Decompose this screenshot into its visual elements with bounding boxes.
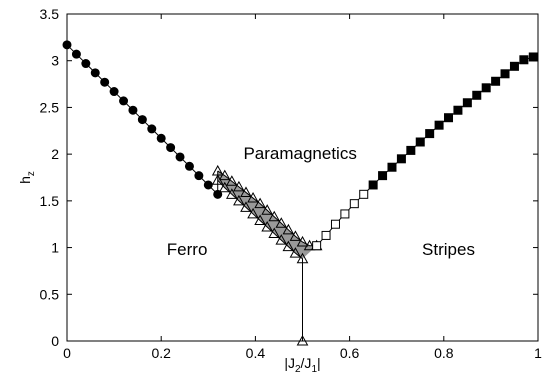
- circle-point: [109, 87, 119, 97]
- y-tick-label: 1.5: [40, 193, 60, 209]
- circle-point: [213, 189, 223, 199]
- phase-boundary-lines: [66, 44, 534, 341]
- filled-square-point: [406, 145, 416, 155]
- triangle-point: [247, 207, 259, 219]
- filled-square-point: [528, 52, 538, 62]
- y-tick-label: 2: [51, 146, 59, 162]
- triangle-point: [233, 180, 245, 192]
- triangle-point: [254, 197, 266, 209]
- region-label-paramagnetics: Paramagnetics: [243, 144, 356, 163]
- y-tick-label: 1: [51, 240, 59, 256]
- filled-square-point: [415, 137, 425, 147]
- filled-square-point: [500, 69, 510, 79]
- x-tick-label: 0.6: [340, 345, 360, 361]
- series-1-line: [217, 170, 317, 247]
- x-axis-label: |J2/J1|: [284, 355, 320, 375]
- open-square-point: [312, 241, 322, 251]
- triangle-point: [296, 235, 309, 247]
- circle-point: [100, 77, 110, 87]
- triangle-point: [247, 192, 259, 203]
- triangle-point: [289, 230, 302, 241]
- circle-point: [147, 124, 157, 134]
- x-label-part-1: |J: [284, 355, 295, 371]
- circle-point: [156, 133, 166, 143]
- circle-point: [119, 96, 129, 106]
- filled-square-point: [434, 120, 444, 130]
- circle-point: [166, 143, 176, 153]
- open-square-point: [349, 199, 359, 209]
- circle-point: [194, 171, 204, 181]
- triangle-point: [275, 234, 288, 245]
- triangle-point: [218, 169, 231, 181]
- circle-point: [184, 161, 194, 171]
- triangle-point: [268, 210, 281, 222]
- x-label-part-2: /J: [301, 355, 312, 371]
- open-square-point: [340, 209, 350, 219]
- circle-point: [137, 115, 147, 125]
- y-label-sub: z: [26, 171, 37, 176]
- filled-square-point: [368, 180, 378, 190]
- data-markers: [62, 40, 538, 346]
- y-tick-label: 0.5: [40, 286, 60, 302]
- triangle-point: [275, 217, 288, 228]
- filled-square-point: [378, 171, 388, 181]
- triangle-point: [296, 252, 309, 264]
- x-label-sub-2: 1: [311, 364, 317, 375]
- open-square-point: [321, 230, 331, 240]
- y-tick-label: 3.5: [40, 6, 60, 22]
- triangle-point: [261, 204, 274, 215]
- x-label-sub-1: 2: [295, 364, 301, 375]
- series-2-line: [217, 179, 303, 341]
- filled-square-point: [425, 129, 435, 139]
- filled-square-point: [519, 55, 529, 65]
- triangle-point: [218, 181, 231, 193]
- circle-point: [81, 59, 91, 69]
- filled-square-point: [481, 83, 491, 93]
- plot-frame: [66, 13, 539, 342]
- x-tick-label: 0.4: [246, 345, 266, 361]
- x-tick-label: 1: [534, 345, 542, 361]
- triangle-point: [233, 194, 245, 206]
- triangle-point: [254, 214, 266, 225]
- x-tick-label: 0.2: [151, 345, 171, 361]
- y-label-main: h: [17, 176, 33, 184]
- x-label-part-3: |: [317, 355, 321, 371]
- filled-square-point: [396, 154, 406, 164]
- triangle-point: [282, 223, 295, 235]
- triangle-point: [211, 174, 224, 185]
- triangle-point: [261, 220, 274, 232]
- open-square-point: [359, 189, 369, 199]
- triangle-point: [226, 188, 238, 199]
- axis-ticks: 0 0.2 0.4 0.6 0.8 1 0 0.5 1 1.5 2 2.5 3 3.5: [40, 6, 543, 361]
- filled-square-point: [491, 76, 501, 86]
- circle-point: [203, 180, 213, 190]
- triangle-point: [268, 227, 281, 239]
- triangle-point: [282, 240, 295, 252]
- open-square-point: [330, 219, 340, 229]
- filled-square-point: [509, 61, 519, 71]
- y-tick-label: 2.5: [40, 99, 60, 115]
- filled-square-point: [472, 90, 482, 100]
- region-label-stripes: Stripes: [422, 240, 475, 259]
- circle-point: [71, 49, 81, 59]
- y-tick-label: 0: [51, 333, 59, 349]
- triangle-point: [289, 247, 302, 258]
- y-tick-label: 3: [51, 53, 59, 69]
- filled-square-point: [462, 98, 472, 108]
- x-tick-label: 0: [63, 345, 71, 361]
- triangle-point: [240, 186, 252, 197]
- region-label-ferro: Ferro: [167, 240, 208, 259]
- triangle-point: [303, 239, 316, 251]
- x-tick-label: 0.8: [434, 345, 454, 361]
- circle-point: [175, 152, 185, 162]
- filled-square-point: [453, 105, 463, 115]
- filled-square-point: [387, 162, 397, 172]
- circle-point: [90, 68, 100, 78]
- filled-square-point: [444, 113, 454, 123]
- triangle-point: [240, 201, 252, 212]
- circle-point: [128, 105, 138, 115]
- y-axis-label: hz: [17, 171, 37, 184]
- triangle-point: [226, 175, 238, 186]
